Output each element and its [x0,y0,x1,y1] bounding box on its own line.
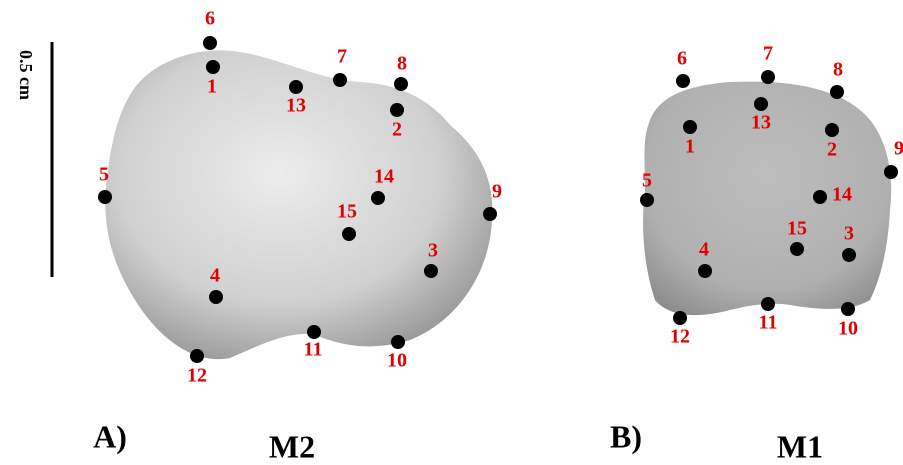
landmark-label: 1 [207,76,217,98]
landmark-label: 5 [642,170,652,192]
landmark-label: 4 [210,265,220,287]
panel-title: M1 [777,428,823,464]
landmark-dot [825,123,839,137]
landmark-dot [190,349,204,363]
landmark-dot [698,264,712,278]
landmark-label: 6 [205,8,215,30]
landmark-dot [98,190,112,204]
figure: 0.5 cm A) M2 B) M1 123456789101112131415… [0,0,903,465]
landmark-dot [390,103,404,117]
landmark-label: 12 [670,326,690,348]
landmark-label: 1 [685,136,695,158]
landmark-dot [841,302,855,316]
landmark-label: 6 [677,48,687,70]
landmark-label: 14 [374,166,394,188]
landmark-dot [640,193,654,207]
landmark-label: 14 [832,184,852,206]
panel-label: A) [93,418,127,454]
landmark-label: 15 [337,201,357,223]
landmark-label: 2 [392,119,402,141]
landmark-dot [790,242,804,256]
landmark-label: 13 [751,112,771,134]
landmark-label: 10 [387,350,407,372]
landmark-label: 13 [286,95,306,117]
landmark-dot [394,77,408,91]
landmark-dot [371,191,385,205]
landmark-dot [206,60,220,74]
landmark-dot [683,120,697,134]
landmark-label: 10 [838,318,858,340]
landmark-dot [333,73,347,87]
landmark-dot [342,227,356,241]
landmark-label: 11 [304,339,323,361]
panel-label: B) [610,418,642,454]
landmark-label: 12 [187,365,207,387]
landmark-label: 7 [337,46,347,68]
landmark-label: 11 [759,312,778,334]
landmark-label: 3 [428,240,438,262]
landmark-label: 5 [99,164,109,186]
panel-title: M2 [269,428,315,464]
landmark-label: 2 [827,139,837,161]
landmark-dot [673,311,687,325]
landmark-label: 3 [844,223,854,245]
landmark-dot [391,335,405,349]
landmark-label: 9 [894,138,903,160]
landmark-label: 15 [787,218,807,240]
landmark-dot [842,248,856,262]
scale-label: 0.5 cm [16,50,36,100]
landmark-dot [884,165,898,179]
landmark-label: 4 [699,239,709,261]
landmark-dot [754,97,768,111]
landmark-dot [307,325,321,339]
landmark-dot [761,297,775,311]
landmark-dot [203,36,217,50]
landmark-dot [761,70,775,84]
landmark-dot [424,264,438,278]
landmark-label: 8 [833,59,843,81]
landmark-dot [676,74,690,88]
landmark-dot [209,290,223,304]
landmark-dot [289,80,303,94]
landmark-label: 7 [763,43,773,65]
landmark-label: 9 [492,181,502,203]
landmark-dot [830,85,844,99]
landmark-dot [483,207,497,221]
landmark-label: 8 [397,53,407,75]
landmark-dot [813,190,827,204]
